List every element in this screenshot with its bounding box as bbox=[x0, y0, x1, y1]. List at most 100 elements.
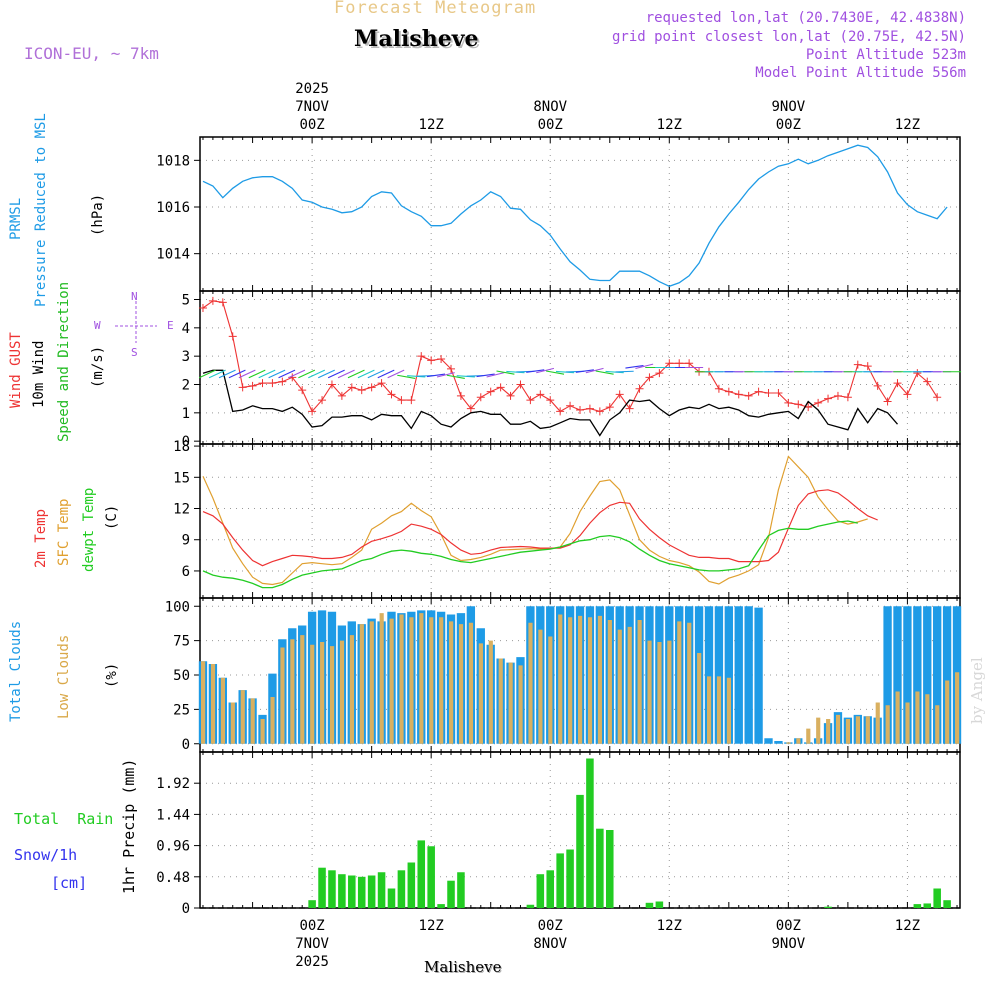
compass-w: W bbox=[94, 319, 101, 332]
wind-arrow bbox=[635, 363, 654, 370]
time-label-top: 00Z bbox=[776, 117, 801, 133]
dewpoint-line bbox=[202, 520, 858, 589]
gust-marker bbox=[774, 389, 783, 397]
time-label-bottom: 12Z bbox=[419, 918, 444, 934]
footer-location: Malisheve bbox=[424, 958, 502, 976]
low-cloud-bar bbox=[895, 691, 900, 744]
wind-arrow bbox=[377, 369, 395, 379]
rain-bar bbox=[318, 867, 326, 908]
total-cloud-bar bbox=[714, 606, 724, 744]
gust-marker bbox=[605, 403, 614, 412]
total-cloud-bar bbox=[744, 606, 753, 744]
low-cloud-bar bbox=[270, 697, 275, 744]
page-title: Malisheve bbox=[354, 26, 479, 52]
low-cloud-bar bbox=[230, 702, 235, 744]
low-cloud-bar bbox=[657, 642, 662, 744]
wind-arrow bbox=[625, 365, 644, 369]
rain-bar bbox=[556, 853, 564, 908]
y-tick-label: 9 bbox=[182, 533, 190, 549]
time-label-top: 12Z bbox=[895, 117, 920, 133]
wind-arrow bbox=[397, 374, 416, 379]
time-label-bottom: 2025 bbox=[295, 954, 329, 970]
gust-marker bbox=[516, 380, 525, 389]
time-label-bottom: 00Z bbox=[776, 918, 801, 934]
low-cloud-bar bbox=[538, 629, 543, 744]
wind-arrow bbox=[605, 370, 624, 374]
wind-arrow bbox=[426, 373, 446, 378]
gust-marker bbox=[883, 397, 892, 406]
wind-arrow bbox=[526, 369, 545, 373]
gridpoint-coords: grid point closest lon,lat (20.75E, 42.5… bbox=[611, 29, 966, 45]
time-label-top: 8NOV bbox=[533, 99, 567, 115]
low-cloud-bar bbox=[548, 636, 553, 744]
wind10-line bbox=[202, 369, 898, 437]
low-cloud-bar bbox=[369, 621, 374, 744]
wind-arrow bbox=[268, 369, 286, 379]
model-altitude: Model Point Altitude 556m bbox=[755, 65, 966, 81]
time-label-bottom: 7NOV bbox=[295, 936, 329, 952]
compass-cross bbox=[115, 301, 157, 343]
wind-arrow bbox=[536, 367, 555, 374]
low-cloud-bar bbox=[508, 662, 513, 744]
low-cloud-bar bbox=[667, 640, 672, 744]
rain-bar bbox=[357, 876, 366, 908]
total-cloud-bar bbox=[883, 606, 892, 744]
rain-bar bbox=[338, 874, 346, 908]
wind-arrow bbox=[228, 369, 246, 379]
y-tick-label: 0 bbox=[182, 434, 190, 450]
low-cloud-bar bbox=[855, 716, 860, 744]
low-cloud-bar bbox=[220, 677, 226, 744]
gust-marker bbox=[427, 356, 436, 365]
rain-bar bbox=[645, 902, 654, 908]
gust-marker bbox=[486, 387, 495, 396]
low-cloud-bar bbox=[726, 677, 732, 744]
low-cloud-bar bbox=[955, 672, 960, 744]
total-cloud-bar bbox=[942, 606, 952, 744]
low-cloud-bar bbox=[885, 705, 890, 744]
low-cloud-bar bbox=[528, 622, 533, 744]
y-tick-label: 1.92 bbox=[156, 776, 190, 792]
gust-marker bbox=[496, 383, 505, 392]
total-cloud-bar bbox=[903, 606, 912, 744]
temp2m-line bbox=[202, 489, 878, 567]
total-cloud-bar bbox=[893, 606, 902, 744]
wind-arrow bbox=[238, 369, 256, 379]
gust-marker bbox=[536, 390, 545, 399]
compass-n: N bbox=[131, 290, 138, 303]
panel-frame bbox=[199, 290, 961, 445]
gust-marker bbox=[893, 379, 902, 388]
total-cloud-bar bbox=[933, 606, 942, 744]
low-cloud-bar bbox=[240, 690, 245, 744]
gust-marker bbox=[665, 359, 674, 368]
low-cloud-bar bbox=[419, 613, 424, 744]
low-cloud-bar bbox=[826, 719, 831, 744]
low-cloud-bar bbox=[478, 643, 483, 744]
low-cloud-bar bbox=[617, 629, 622, 744]
gust-marker bbox=[595, 407, 604, 416]
rain-bar bbox=[586, 758, 594, 908]
gust-marker bbox=[863, 362, 872, 371]
wind-arrow bbox=[218, 369, 236, 379]
rain-bar bbox=[536, 874, 545, 908]
gust-marker bbox=[903, 390, 912, 399]
total-cloud-bar bbox=[913, 606, 922, 744]
low-cloud-bar bbox=[449, 621, 454, 744]
wind-arrow bbox=[575, 369, 594, 373]
gust-marker bbox=[794, 400, 803, 409]
gust-marker bbox=[625, 404, 634, 413]
low-cloud-bar bbox=[587, 617, 593, 744]
subtitle: Forecast Meteogram bbox=[334, 0, 537, 18]
compass-s: S bbox=[131, 346, 138, 359]
rain-bar bbox=[655, 901, 664, 908]
time-label-top: 00Z bbox=[299, 117, 324, 133]
low-cloud-bar bbox=[925, 694, 930, 744]
low-cloud-bar bbox=[796, 738, 801, 744]
rain-bar bbox=[328, 870, 336, 908]
gust-marker bbox=[913, 369, 922, 378]
low-cloud-bar bbox=[945, 680, 950, 744]
gust-marker bbox=[685, 359, 694, 368]
low-cloud-bar bbox=[607, 620, 612, 744]
gust-marker bbox=[238, 383, 247, 392]
low-cloud-bar bbox=[310, 644, 315, 744]
gust-marker bbox=[724, 387, 733, 396]
